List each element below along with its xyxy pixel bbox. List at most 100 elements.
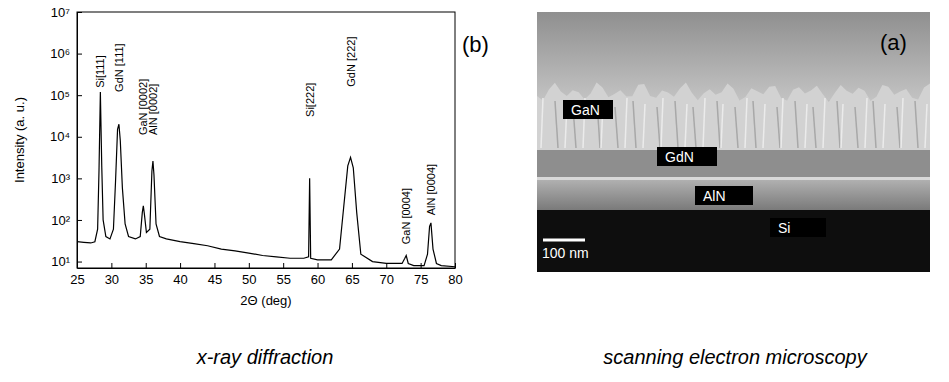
plot-frame xyxy=(77,12,455,268)
y-tick: 10⁷ xyxy=(51,5,82,20)
sem-si-substrate xyxy=(537,210,930,272)
x-axis-title: 2Θ (deg) xyxy=(240,293,291,308)
sem-grain xyxy=(925,104,927,148)
peak-label: Si[111] xyxy=(94,55,106,88)
sem-grain xyxy=(781,98,783,148)
x-tick-label: 25 xyxy=(70,272,84,287)
sem-grain xyxy=(693,107,696,148)
caption: scanning electron microscopy xyxy=(603,346,867,368)
peak-label: AlN [0002] xyxy=(147,84,159,135)
x-tick-mark xyxy=(111,263,112,268)
x-tick-mark xyxy=(352,263,353,268)
sem-grain xyxy=(915,101,918,148)
sem-grain xyxy=(841,104,843,148)
sem-grain xyxy=(717,101,720,148)
y-tick: 10⁴ xyxy=(50,129,82,144)
x-tick-label: 45 xyxy=(208,272,222,287)
sem-grain xyxy=(837,101,840,148)
x-tick: 50 xyxy=(242,263,256,287)
x-tick: 45 xyxy=(208,263,222,287)
sem-grain xyxy=(675,101,678,148)
layer-label: GdN xyxy=(665,149,694,165)
y-axis-title: Intensity (a. u.) xyxy=(12,97,27,183)
plot-marks xyxy=(77,92,455,267)
x-tick: 30 xyxy=(105,263,119,287)
x-tick-mark xyxy=(455,263,456,268)
sem-grain xyxy=(873,101,876,148)
sem-grain xyxy=(745,98,747,148)
y-tick-mark xyxy=(77,178,82,179)
sem-grain xyxy=(615,107,618,148)
figure: 25303540455055606570758010¹10²10³10⁴10⁵1… xyxy=(0,0,949,382)
sem-grain xyxy=(541,98,543,148)
sem-grain xyxy=(625,98,627,148)
annotations: Si[111]GdN [111]GaN [0002]AlN [0002]Si[2… xyxy=(94,37,437,245)
sem-grain xyxy=(753,101,756,148)
panel-label: (a) xyxy=(880,30,907,55)
sem-grain xyxy=(901,98,903,148)
sem-grain xyxy=(633,101,636,148)
x-tick-label: 70 xyxy=(380,272,394,287)
y-tick: 10⁵ xyxy=(50,88,82,103)
y-tick-label: 10³ xyxy=(51,171,70,186)
x-tick-mark xyxy=(214,263,215,268)
peak-label: Si[222] xyxy=(304,83,316,117)
x-tick: 35 xyxy=(139,263,153,287)
peak-label: GaN [0004] xyxy=(400,188,412,244)
x-tick-label: 35 xyxy=(139,272,153,287)
sem-grain xyxy=(883,104,885,148)
y-tick: 10³ xyxy=(51,171,82,186)
sem-grain xyxy=(735,107,738,148)
sem-grain xyxy=(855,107,858,148)
x-tick-label: 55 xyxy=(276,272,290,287)
y-tick-label: 10¹ xyxy=(51,254,70,269)
x-tick: 60 xyxy=(311,263,325,287)
peak-label: AlN [0004] xyxy=(425,164,437,215)
x-tick-label: 75 xyxy=(414,272,428,287)
layer-label-box xyxy=(695,186,753,205)
x-tick-label: 80 xyxy=(448,272,462,287)
layer-label-box xyxy=(657,147,717,166)
y-tick-mark xyxy=(77,95,82,96)
x-tick: 75 xyxy=(414,263,428,287)
y-tick: 10² xyxy=(51,213,82,228)
x-axis-line xyxy=(78,268,456,269)
scale-bar xyxy=(543,239,585,242)
x-tick-mark xyxy=(180,263,181,268)
y-tick-mark xyxy=(77,137,82,138)
y-tick-mark xyxy=(77,262,82,263)
sem-grain xyxy=(763,104,765,148)
sem-grain xyxy=(685,104,687,148)
layer-label: GaN xyxy=(571,102,600,118)
y-tick-label: 10⁴ xyxy=(50,129,70,144)
x-tick: 55 xyxy=(276,263,290,287)
caption: x-ray diffraction xyxy=(196,346,334,368)
sem-grain xyxy=(661,98,663,148)
y-axis-line xyxy=(77,13,78,269)
sem-grain xyxy=(777,107,780,148)
sem-grain xyxy=(805,104,807,148)
scale-bar-label: 100 nm xyxy=(542,245,589,261)
x-tick-label: 65 xyxy=(345,272,359,287)
data-line xyxy=(77,92,455,267)
sem-grain xyxy=(795,101,798,148)
layer-label: AlN xyxy=(703,188,726,204)
x-tick-mark xyxy=(318,263,319,268)
y-tick: 10⁶ xyxy=(50,46,82,61)
x-tick-label: 50 xyxy=(242,272,256,287)
y-tick-mark xyxy=(77,12,82,13)
sem-grain xyxy=(897,107,900,148)
x-tick-mark xyxy=(249,263,250,268)
sem-grain xyxy=(721,104,723,148)
sem-gdn-layer xyxy=(537,150,930,178)
sem-aln-layer xyxy=(537,180,930,210)
x-tick-mark xyxy=(283,263,284,268)
x-tick-mark xyxy=(146,263,147,268)
sem-grain xyxy=(657,107,660,148)
x-tick: 65 xyxy=(345,263,359,287)
sem-grain xyxy=(555,101,558,148)
x-tick-label: 30 xyxy=(105,272,119,287)
sem-grain xyxy=(823,98,825,148)
sem-grain xyxy=(643,104,645,148)
sem-interface xyxy=(537,177,930,180)
